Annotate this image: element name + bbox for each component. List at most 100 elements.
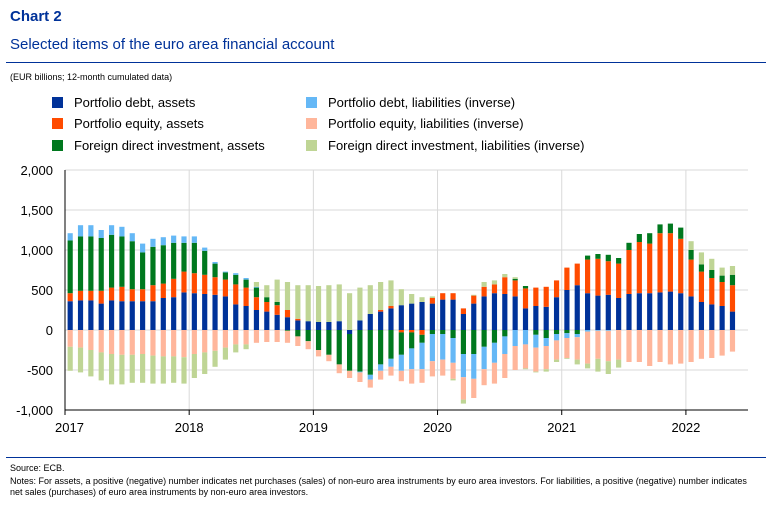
chart-label: Chart 2	[10, 8, 62, 25]
bar-portfolio-equity-liabilities-inverse	[129, 330, 135, 355]
bar-foreign-direct-investment-assets	[450, 330, 456, 338]
bar-foreign-direct-investment-liabilities-inverse	[295, 285, 301, 319]
bar-foreign-direct-investment-assets	[77, 236, 84, 291]
bar-portfolio-equity-liabilities-inverse	[626, 330, 632, 362]
bar-portfolio-equity-assets	[585, 259, 591, 294]
bar-foreign-direct-investment-assets	[502, 330, 508, 337]
bar-foreign-direct-investment-assets	[222, 272, 228, 280]
bar-foreign-direct-investment-liabilities-inverse	[729, 266, 736, 275]
y-tick-label: 1,500	[20, 203, 53, 218]
bar-portfolio-debt-liabilities-inverse	[88, 225, 94, 237]
legend-swatch	[306, 140, 317, 151]
x-tick-label: 2022	[671, 420, 700, 435]
bar-portfolio-debt-assets	[202, 294, 208, 330]
bar-foreign-direct-investment-liabilities-inverse	[471, 294, 477, 296]
legend-swatch	[52, 140, 63, 151]
bar-foreign-direct-investment-assets	[636, 234, 642, 242]
bar-foreign-direct-investment-liabilities-inverse	[698, 252, 705, 265]
bar-portfolio-debt-assets	[719, 306, 725, 330]
bar-portfolio-equity-liabilities-inverse	[719, 330, 725, 356]
bar-foreign-direct-investment-liabilities-inverse	[574, 359, 580, 365]
bar-portfolio-debt-liabilities-inverse	[574, 334, 580, 338]
bar-portfolio-debt-liabilities-inverse	[522, 330, 529, 345]
legend-swatch	[52, 97, 63, 108]
bar-portfolio-debt-assets	[171, 297, 177, 330]
bar-portfolio-debt-liabilities-inverse	[77, 225, 84, 237]
bar-portfolio-equity-liabilities-inverse	[367, 379, 373, 388]
bar-portfolio-debt-assets	[460, 314, 467, 330]
notes: Notes: For assets, a positive (negative)…	[10, 476, 747, 497]
bar-foreign-direct-investment-assets	[543, 330, 549, 338]
bar-portfolio-debt-assets	[295, 320, 301, 330]
bar-foreign-direct-investment-liabilities-inverse	[688, 241, 694, 250]
bar-portfolio-debt-assets	[657, 292, 663, 330]
bar-portfolio-debt-liabilities-inverse	[202, 247, 208, 251]
bar-portfolio-equity-liabilities-inverse	[150, 330, 156, 356]
bar-foreign-direct-investment-assets	[657, 224, 663, 234]
bar-portfolio-equity-liabilities-inverse	[284, 330, 291, 343]
bar-portfolio-debt-liabilities-inverse	[378, 364, 384, 371]
bar-portfolio-debt-assets	[667, 291, 673, 330]
bar-portfolio-debt-assets	[491, 293, 498, 330]
bar-portfolio-debt-assets	[140, 301, 146, 330]
bar-portfolio-debt-assets	[305, 321, 311, 330]
bar-portfolio-debt-liabilities-inverse	[585, 330, 591, 332]
bar-foreign-direct-investment-liabilities-inverse	[553, 359, 560, 362]
bar-portfolio-equity-liabilities-inverse	[595, 330, 601, 359]
bar-portfolio-debt-assets	[326, 322, 332, 330]
y-tick-label: -500	[27, 363, 53, 378]
bar-portfolio-equity-liabilities-inverse	[460, 377, 467, 400]
bar-foreign-direct-investment-assets	[616, 258, 622, 264]
bar-foreign-direct-investment-assets	[595, 254, 601, 259]
bar-portfolio-equity-liabilities-inverse	[295, 336, 301, 346]
bar-foreign-direct-investment-liabilities-inverse	[253, 282, 260, 287]
bar-portfolio-equity-assets	[77, 290, 84, 301]
bar-portfolio-equity-liabilities-inverse	[315, 350, 322, 357]
bar-foreign-direct-investment-assets	[512, 278, 518, 281]
bar-foreign-direct-investment-assets	[564, 330, 570, 334]
bar-foreign-direct-investment-assets	[698, 264, 705, 272]
y-tick-label: 2,000	[20, 163, 53, 178]
y-tick-label: 1,000	[20, 243, 53, 258]
bar-portfolio-debt-liabilities-inverse	[450, 338, 456, 363]
bar-foreign-direct-investment-liabilities-inverse	[460, 399, 467, 404]
bar-portfolio-equity-assets	[491, 284, 498, 294]
bar-portfolio-equity-liabilities-inverse	[171, 330, 177, 357]
bottom-rule	[6, 457, 766, 458]
bar-portfolio-equity-assets	[460, 308, 467, 314]
bar-portfolio-debt-liabilities-inverse	[171, 235, 177, 243]
bar-portfolio-debt-liabilities-inverse	[233, 273, 239, 275]
bar-foreign-direct-investment-assets	[378, 330, 384, 365]
bar-foreign-direct-investment-liabilities-inverse	[709, 258, 715, 270]
bar-foreign-direct-investment-liabilities-inverse	[160, 356, 166, 384]
bar-portfolio-debt-assets	[564, 290, 570, 330]
bar-portfolio-debt-assets	[729, 311, 736, 330]
bar-portfolio-debt-assets	[398, 305, 404, 330]
bar-foreign-direct-investment-assets	[253, 287, 260, 298]
bar-portfolio-equity-liabilities-inverse	[140, 330, 146, 354]
bar-foreign-direct-investment-assets	[398, 332, 404, 355]
bar-portfolio-equity-liabilities-inverse	[77, 330, 84, 348]
bar-portfolio-debt-assets	[574, 285, 580, 330]
bar-foreign-direct-investment-liabilities-inverse	[429, 296, 435, 298]
bar-portfolio-debt-assets	[315, 322, 322, 330]
bar-foreign-direct-investment-assets	[460, 330, 467, 354]
bar-foreign-direct-investment-liabilities-inverse	[450, 378, 456, 381]
bar-foreign-direct-investment-liabilities-inverse	[367, 285, 373, 314]
bar-foreign-direct-investment-liabilities-inverse	[388, 280, 394, 306]
legend-label: Portfolio debt, assets	[74, 95, 196, 110]
bar-portfolio-equity-liabilities-inverse	[305, 341, 311, 350]
bar-portfolio-equity-liabilities-inverse	[574, 337, 580, 360]
bar-foreign-direct-investment-assets	[129, 241, 135, 290]
bar-foreign-direct-investment-liabilities-inverse	[616, 359, 622, 368]
bar-portfolio-equity-liabilities-inverse	[108, 330, 115, 354]
bar-portfolio-equity-liabilities-inverse	[512, 346, 518, 370]
bar-portfolio-equity-assets	[678, 238, 684, 294]
bar-portfolio-debt-assets	[595, 295, 601, 330]
legend-swatch	[52, 118, 63, 129]
bar-foreign-direct-investment-assets	[108, 234, 115, 288]
bar-foreign-direct-investment-assets	[160, 245, 166, 284]
bar-foreign-direct-investment-assets	[264, 297, 270, 302]
bar-portfolio-equity-liabilities-inverse	[222, 330, 228, 348]
